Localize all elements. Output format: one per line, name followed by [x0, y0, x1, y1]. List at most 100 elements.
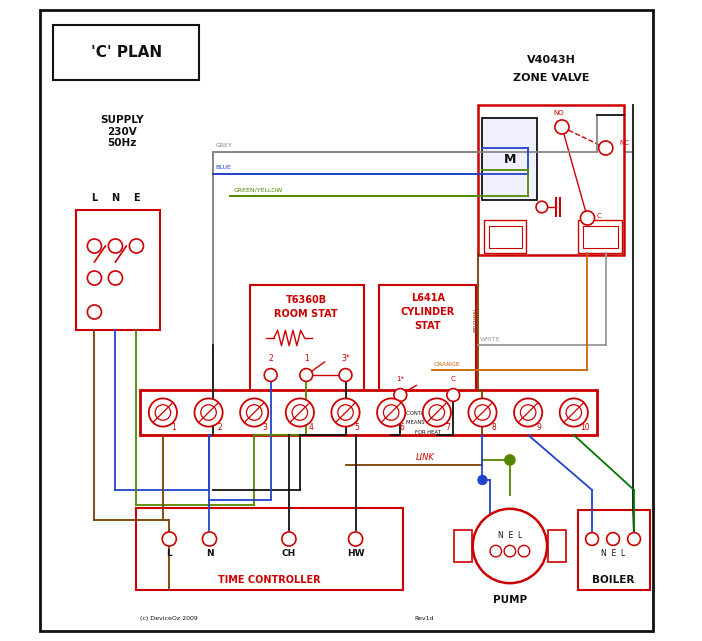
- Circle shape: [87, 271, 102, 285]
- Circle shape: [246, 404, 262, 420]
- Text: WHITE: WHITE: [479, 337, 501, 342]
- Text: L: L: [166, 549, 172, 558]
- Text: C: C: [597, 213, 602, 219]
- Circle shape: [202, 532, 216, 546]
- Bar: [484, 220, 526, 253]
- Text: 2: 2: [217, 423, 222, 432]
- Text: T6360B: T6360B: [286, 295, 327, 305]
- Text: CYLINDER: CYLINDER: [401, 307, 455, 317]
- Text: 3*: 3*: [341, 354, 350, 363]
- Text: 6: 6: [399, 423, 404, 432]
- Circle shape: [339, 369, 352, 381]
- Text: 9: 9: [536, 423, 541, 432]
- Circle shape: [240, 399, 268, 427]
- Text: MEANS CALLING: MEANS CALLING: [406, 420, 449, 426]
- Text: TIME CONTROLLER: TIME CONTROLLER: [218, 575, 321, 585]
- Bar: [53, 25, 199, 80]
- Text: 2: 2: [268, 354, 273, 363]
- Circle shape: [264, 369, 277, 381]
- Bar: [454, 530, 472, 562]
- Text: 1: 1: [304, 354, 309, 363]
- Text: ROOM STAT: ROOM STAT: [274, 309, 338, 319]
- Circle shape: [423, 399, 451, 427]
- Circle shape: [490, 545, 501, 557]
- Text: L641A: L641A: [411, 293, 444, 303]
- Text: Rev1d: Rev1d: [414, 616, 434, 621]
- Bar: [379, 415, 476, 430]
- Bar: [489, 226, 522, 248]
- Text: 4: 4: [308, 423, 313, 432]
- Circle shape: [338, 404, 353, 420]
- Text: 1: 1: [171, 423, 176, 432]
- Text: N  E  L: N E L: [498, 531, 522, 540]
- Circle shape: [292, 404, 307, 420]
- Text: HW: HW: [347, 549, 364, 558]
- Circle shape: [585, 533, 599, 545]
- Text: 7: 7: [445, 423, 450, 432]
- Text: 1*: 1*: [397, 376, 404, 382]
- Circle shape: [472, 509, 547, 583]
- Bar: [583, 226, 618, 248]
- Bar: [140, 390, 597, 435]
- Circle shape: [555, 120, 569, 134]
- Circle shape: [282, 532, 296, 546]
- Text: NO: NO: [553, 110, 564, 117]
- Text: BROWN: BROWN: [473, 308, 478, 332]
- Circle shape: [518, 545, 530, 557]
- Bar: [250, 285, 364, 395]
- Bar: [548, 530, 566, 562]
- Circle shape: [559, 399, 588, 427]
- Bar: [135, 508, 403, 590]
- Circle shape: [377, 399, 405, 427]
- Circle shape: [300, 369, 312, 381]
- Circle shape: [566, 404, 581, 420]
- Text: * CONTACT CLOSED: * CONTACT CLOSED: [402, 410, 453, 415]
- Circle shape: [201, 404, 216, 420]
- Text: LINK: LINK: [416, 453, 435, 462]
- Circle shape: [475, 404, 490, 420]
- Circle shape: [108, 271, 122, 285]
- Circle shape: [155, 404, 171, 420]
- Circle shape: [149, 399, 177, 427]
- Circle shape: [331, 399, 359, 427]
- Bar: [482, 118, 537, 200]
- Circle shape: [478, 476, 487, 485]
- Circle shape: [599, 141, 613, 155]
- Text: E: E: [133, 193, 140, 203]
- Text: STAT: STAT: [414, 321, 441, 331]
- Circle shape: [87, 305, 102, 319]
- Circle shape: [536, 201, 548, 213]
- Circle shape: [129, 239, 143, 253]
- Circle shape: [286, 399, 314, 427]
- Text: SUPPLY
230V
50Hz: SUPPLY 230V 50Hz: [100, 115, 144, 148]
- Text: N: N: [206, 549, 213, 558]
- Circle shape: [514, 399, 542, 427]
- Circle shape: [504, 545, 516, 557]
- Bar: [478, 105, 624, 255]
- Circle shape: [194, 399, 223, 427]
- Circle shape: [447, 388, 460, 401]
- Text: 3: 3: [263, 423, 267, 432]
- Bar: [578, 510, 649, 590]
- Text: FOR HEAT: FOR HEAT: [415, 431, 441, 435]
- Circle shape: [108, 239, 122, 253]
- Text: ORANGE: ORANGE: [434, 362, 461, 367]
- Text: N  E  L: N E L: [601, 549, 625, 558]
- Text: C: C: [451, 376, 456, 382]
- Text: GREEN/YELLOW: GREEN/YELLOW: [233, 187, 283, 192]
- Circle shape: [383, 404, 399, 420]
- Bar: [76, 210, 160, 330]
- Circle shape: [581, 211, 595, 225]
- Text: BLUE: BLUE: [216, 165, 232, 170]
- Text: 5: 5: [354, 423, 359, 432]
- Circle shape: [607, 533, 619, 545]
- Text: ZONE VALVE: ZONE VALVE: [512, 73, 589, 83]
- Bar: [379, 285, 476, 430]
- Circle shape: [429, 404, 444, 420]
- Text: PUMP: PUMP: [493, 595, 527, 605]
- Circle shape: [394, 388, 406, 401]
- Circle shape: [87, 239, 102, 253]
- Text: (c) DeviceOz 2009: (c) DeviceOz 2009: [140, 616, 198, 621]
- Text: NC: NC: [620, 140, 630, 146]
- Text: V4043H: V4043H: [526, 55, 576, 65]
